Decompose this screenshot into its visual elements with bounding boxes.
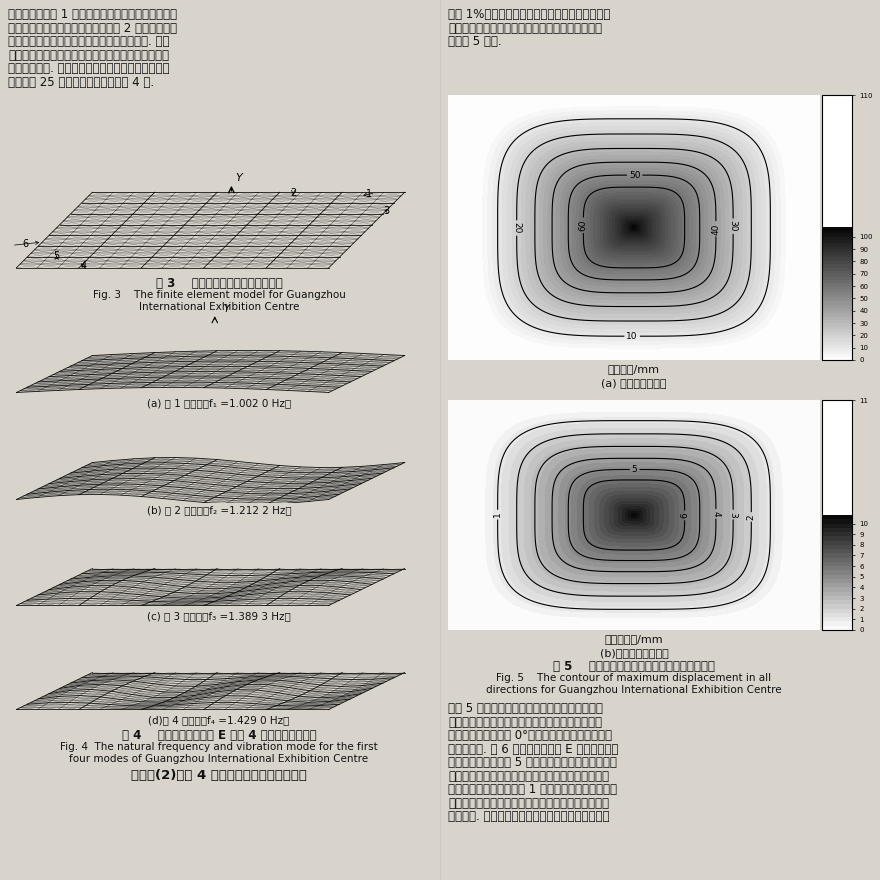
Text: 中可知，结构第 1 阶振型主要表现为屋盖整体以半波: 中可知，结构第 1 阶振型主要表现为屋盖整体以半波 (8, 8, 177, 21)
Text: (b)均方根位移等値线: (b)均方根位移等値线 (599, 648, 669, 658)
Text: 1: 1 (493, 512, 502, 517)
Text: 10: 10 (627, 332, 638, 341)
Text: Y: Y (224, 304, 229, 314)
Text: 选取了前 25 阶振型，此处仅列出前 4 阶.: 选取了前 25 阶振型，此处仅列出前 4 阶. (8, 76, 154, 89)
Text: 6: 6 (22, 238, 28, 249)
Text: four modes of Guangzhou International Exhibition Centre: four modes of Guangzhou International Ex… (70, 754, 369, 764)
Text: 屋盖，其风致振动是由其 1 阶振型所控制的，对风致: 屋盖，其风致振动是由其 1 阶振型所控制的，对风致 (448, 783, 617, 796)
Text: 图 4    广州国际会展中心 E 跨前 4 阶固有频率及振型: 图 4 广州国际会展中心 E 跨前 4 阶固有频率及振型 (121, 729, 316, 742)
Text: 置，同时跨中有侧在 0°风向布近位于迎风面，所受: 置，同时跨中有侧在 0°风向布近位于迎风面，所受 (448, 729, 612, 742)
Text: 3: 3 (729, 512, 737, 517)
Text: 4: 4 (711, 511, 721, 517)
Text: 5: 5 (54, 252, 60, 261)
Text: 5: 5 (632, 465, 637, 474)
Text: 这是由于跨中区域在基阶振型中处于位移最大的位: 这是由于跨中区域在基阶振型中处于位移最大的位 (448, 715, 602, 729)
Text: 是风荷载. 为了考察阱尼比对计算结果的影响，将阱: 是风荷载. 为了考察阱尼比对计算结果的影响，将阱 (448, 810, 610, 823)
Text: (a) 峰値位移等値线: (a) 峰値位移等値线 (601, 378, 667, 388)
Text: 振型以竖向位移为主，因此本文的实测研究也针对屋: 振型以竖向位移为主，因此本文的实测研究也针对屋 (8, 48, 169, 62)
Text: 的左、右半部分别以奇偶正弦波交替出现振动. 各阶: 的左、右半部分别以奇偶正弦波交替出现振动. 各阶 (8, 35, 170, 48)
Text: 20: 20 (512, 223, 521, 233)
Text: (c) 第 3 阶模态（f₃ =1.389 3 Hz）: (c) 第 3 阶模态（f₃ =1.389 3 Hz） (147, 611, 291, 621)
Text: 由图 5 可见，跨中有侧为位移响应最大的区域，: 由图 5 可见，跨中有侧为位移响应最大的区域， (448, 702, 603, 715)
Text: 位移响应影响最大的因素是结构的菲布振型，其次才: 位移响应影响最大的因素是结构的菲布振型，其次才 (448, 796, 609, 810)
Text: (d)第 4 阶模态（f₄ =1.429 0 Hz）: (d)第 4 阶模态（f₄ =1.429 0 Hz） (149, 715, 290, 725)
Text: Y: Y (236, 173, 242, 183)
Text: 2: 2 (747, 514, 756, 520)
Text: (a) 第 1 阶模态（f₁ =1.002 0 Hz）: (a) 第 1 阶模态（f₁ =1.002 0 Hz） (147, 398, 291, 408)
Text: 图 5    广州国际会展中心各风向最大位移等値线: 图 5 广州国际会展中心各风向最大位移等値线 (553, 660, 715, 673)
Text: Fig. 5    The contour of maximum displacement in all: Fig. 5 The contour of maximum displaceme… (496, 673, 772, 683)
Text: 峰値位移/mm: 峰値位移/mm (608, 364, 660, 374)
Text: 30: 30 (729, 220, 737, 232)
Text: 盖的竖向振动. 需要说明的是本文的风振响应计算中: 盖的竖向振动. 需要说明的是本文的风振响应计算中 (8, 62, 170, 75)
Text: 60: 60 (579, 219, 588, 231)
Text: 4: 4 (81, 261, 87, 271)
Text: 根据式(2)及图 4 给出的有限元模态分析结果: 根据式(2)及图 4 给出的有限元模态分析结果 (131, 769, 307, 782)
Text: (b) 第 2 阶模态（f₂ =1.212 2 Hz）: (b) 第 2 阶模态（f₂ =1.212 2 Hz） (147, 505, 291, 515)
Text: 的风致较大. 图 6 显示在全风向下 E 跨屋盖角部风: 的风致较大. 图 6 显示在全风向下 E 跨屋盖角部风 (448, 743, 619, 756)
Text: 1: 1 (366, 189, 371, 199)
Text: 应，全风向下峰値位移和均方根位移响应等値线分: 应，全风向下峰値位移和均方根位移响应等値线分 (448, 21, 602, 34)
Text: 按照 1%阱尼比计算屋盖装面各节点的风致位移响: 按照 1%阱尼比计算屋盖装面各节点的风致位移响 (448, 8, 611, 21)
Text: 3: 3 (383, 206, 389, 216)
Text: Fig. 4  The natural frequency and vibration mode for the first: Fig. 4 The natural frequency and vibrati… (60, 742, 378, 752)
Text: 均方根位移/mm: 均方根位移/mm (605, 634, 664, 644)
Text: directions for Guangzhou International Exhibition Centre: directions for Guangzhou International E… (486, 685, 781, 695)
Text: 2: 2 (290, 187, 297, 198)
Text: Fig. 3    The finite element model for Guangzhou: Fig. 3 The finite element model for Guan… (92, 290, 346, 300)
Text: International Exhibition Centre: International Exhibition Centre (139, 302, 299, 312)
Text: 50: 50 (629, 171, 641, 180)
Text: 却较小，这表明对于这种外形相对规则的框架梁结构: 却较小，这表明对于这种外形相对规则的框架梁结构 (448, 769, 609, 782)
Text: 40: 40 (711, 224, 721, 234)
Text: 6: 6 (680, 512, 689, 518)
Text: 压绝对値较大，但图 5 表明屋盖角部的风致位移响应: 压绝对値较大，但图 5 表明屋盖角部的风致位移响应 (448, 756, 617, 769)
Text: 布如图 5 所示.: 布如图 5 所示. (448, 35, 502, 48)
Text: 长正弦波形式在竖向平面内振动，第 2 阶模态为屋盖: 长正弦波形式在竖向平面内振动，第 2 阶模态为屋盖 (8, 21, 177, 34)
Text: 图 3    广州国际会展中心有限元模型: 图 3 广州国际会展中心有限元模型 (156, 277, 282, 290)
